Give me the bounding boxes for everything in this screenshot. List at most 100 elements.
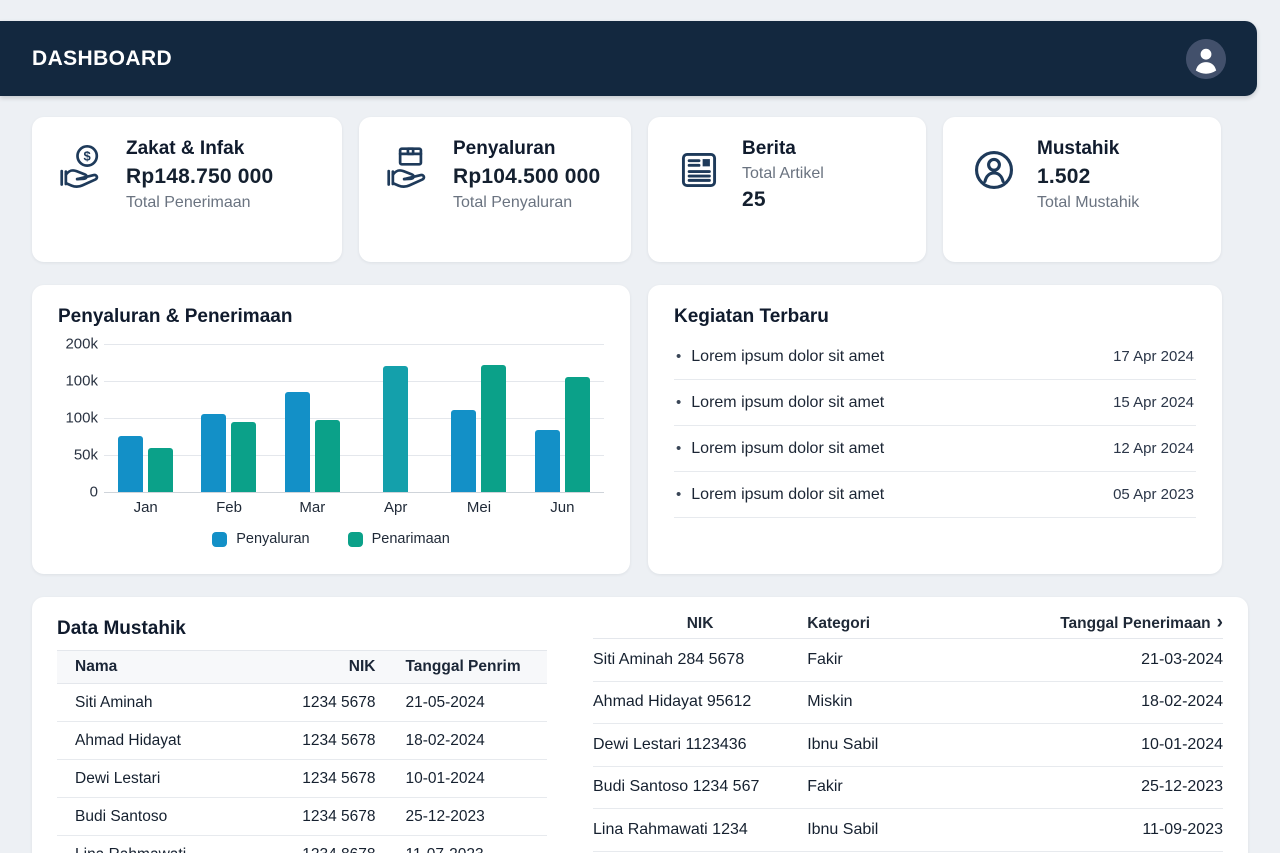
activity-text: Lorem ipsum dolor sit amet bbox=[691, 485, 885, 503]
data-mustahik-section: Data Mustahik Nama NIK Tanggal Penrim Siti … bbox=[57, 609, 547, 853]
stats-row: $ Zakat & Infak Rp148.750 000 Total Pene… bbox=[32, 117, 1248, 262]
stat-title: Berita bbox=[742, 138, 796, 159]
y-tick-label: 100k bbox=[65, 372, 98, 390]
sort-tanggal-penerimaan[interactable]: Tanggal Penerimaan › bbox=[1002, 612, 1223, 633]
bar-penarimaan-apr bbox=[383, 366, 409, 492]
bar-penyaluran-jun bbox=[534, 429, 560, 492]
table-row: Budi Santoso 1234 5678 25-12-2023 bbox=[57, 798, 547, 836]
penerimaan-table: NIK Kategori Tanggal Penerimaan › Siti Amina… bbox=[593, 609, 1223, 852]
activity-date: 15 Apr 2024 bbox=[1113, 394, 1194, 411]
table-cell: Budi Santoso bbox=[75, 807, 168, 825]
table-cell: Budi Santoso 1234 567 bbox=[593, 778, 760, 796]
bar-penarimaan-jun bbox=[564, 377, 590, 492]
table-row: Ahmad Hidayat 1234 5678 18-02-2024 bbox=[57, 722, 547, 760]
table-cell: 21-05-2024 bbox=[405, 693, 485, 711]
bar-group-jan bbox=[104, 344, 187, 492]
chart-legend: Penyaluran Penarimaan bbox=[58, 531, 604, 547]
table-row: Siti Aminah 1234 5678 21-05-2024 bbox=[57, 684, 547, 722]
bar-penarimaan-feb bbox=[231, 421, 257, 492]
table-cell: 1234 8678 bbox=[268, 846, 375, 853]
page-title: DASHBOARD bbox=[32, 46, 173, 70]
stat-value: 1.502 bbox=[1037, 165, 1091, 188]
table-cell: 11-09-2023 bbox=[1142, 820, 1223, 838]
table-cell: 21-03-2024 bbox=[1141, 650, 1223, 668]
y-tick-label: 0 bbox=[89, 483, 98, 501]
stat-card-mustahik: Mustahik 1.502 Total Mustahik bbox=[943, 117, 1221, 262]
table-cell: Ibnu Sabil bbox=[807, 735, 879, 753]
stat-subtitle: Total Mustahik bbox=[1037, 194, 1140, 211]
table-cell: 10-01-2024 bbox=[405, 769, 485, 787]
legend-label: Penarimaan bbox=[371, 531, 450, 547]
stat-title: Mustahik bbox=[1037, 138, 1120, 159]
bar-penyaluran-mar bbox=[284, 392, 310, 492]
stat-value: Rp148.750 000 bbox=[126, 165, 274, 188]
column-header-nik: NIK bbox=[686, 614, 714, 632]
activity-text: Lorem ipsum dolor sit amet bbox=[691, 347, 885, 365]
table-cell: Lina Rahmawati 1234 bbox=[593, 820, 748, 838]
x-tick-label: Apr bbox=[383, 499, 408, 516]
activity-text: Lorem ipsum dolor sit amet bbox=[691, 393, 885, 411]
stat-value: Rp104.500 000 bbox=[453, 165, 601, 188]
table-cell: 1234 5678 bbox=[302, 807, 376, 825]
y-tick-label: 50k bbox=[73, 446, 98, 464]
table-cell: Ibnu Sabil bbox=[807, 820, 879, 838]
table-header-row: Nama NIK Tanggal Penrim bbox=[57, 650, 547, 684]
avatar-button[interactable] bbox=[1186, 38, 1226, 79]
bar-group-jun bbox=[521, 344, 604, 492]
activity-row: • Lorem ipsum dolor sit amet 15 Apr 2024 bbox=[674, 380, 1196, 426]
table-cell: Ahmad Hidayat bbox=[75, 731, 181, 749]
table-cell: 1234 5678 bbox=[302, 769, 376, 787]
legend-item-penarimaan[interactable]: Penarimaan bbox=[347, 531, 450, 547]
sort-label: Tanggal Penerimaan bbox=[1060, 614, 1211, 632]
activity-row: • Lorem ipsum dolor sit amet 17 Apr 2024 bbox=[674, 334, 1196, 380]
x-tick-label: Feb bbox=[216, 499, 242, 516]
stat-subtitle: Total Artikel bbox=[742, 165, 824, 182]
table-cell: 25-12-2023 bbox=[405, 807, 485, 825]
x-tick-label: Mei bbox=[466, 499, 492, 516]
table-cell: Dewi Lestari bbox=[75, 769, 161, 787]
chart-y-axis: 200k 100k 100k 50k 0 bbox=[58, 336, 104, 501]
table-row: Budi Santoso 1234 567 Fakir 25-12-2023 bbox=[593, 767, 1223, 809]
table-row: Dewi Lestari 1123436 Ibnu Sabil 10-01-2024 bbox=[593, 724, 1223, 767]
column-header-kategori: Kategori bbox=[807, 614, 871, 632]
bullet-icon: • bbox=[676, 394, 682, 411]
y-tick-label: 100k bbox=[65, 409, 98, 427]
activity-date: 12 Apr 2024 bbox=[1113, 440, 1194, 457]
activity-date: 17 Apr 2024 bbox=[1113, 348, 1194, 365]
bar-penarimaan-mei bbox=[481, 364, 507, 492]
stat-card-berita: Berita Total Artikel 25 bbox=[648, 117, 926, 262]
table-cell: Ahmad Hidayat 95612 bbox=[593, 693, 752, 711]
activities-title: Kegiatan Terbaru bbox=[674, 306, 829, 327]
chart-plot-area bbox=[104, 344, 604, 493]
bar-penarimaan-mar bbox=[314, 420, 340, 492]
table-cell: 25-12-2023 bbox=[1141, 778, 1223, 796]
table-cell: Fakir bbox=[807, 650, 843, 668]
activity-text: Lorem ipsum dolor sit amet bbox=[691, 439, 885, 457]
legend-swatch bbox=[212, 531, 228, 547]
legend-swatch bbox=[347, 531, 363, 547]
table-header-row: NIK Kategori Tanggal Penerimaan › bbox=[593, 609, 1223, 639]
table-cell: Siti Aminah bbox=[75, 693, 153, 711]
x-tick-label: Jun bbox=[550, 499, 575, 516]
hand-box-icon bbox=[383, 141, 437, 199]
table-cell: 1234 5678 bbox=[302, 731, 376, 749]
table-cell: 11-07-2023 bbox=[375, 846, 547, 853]
hand-coin-icon: $ bbox=[56, 141, 110, 199]
table-cell: 18-02-2024 bbox=[1141, 693, 1223, 711]
table-row: Lina Rahmawati 1234 Ibnu Sabil 11-09-2023 bbox=[593, 809, 1223, 852]
x-tick-label: Jan bbox=[133, 499, 158, 516]
activity-row: • Lorem ipsum dolor sit amet 05 Apr 2023 bbox=[674, 472, 1196, 518]
grid-line bbox=[104, 381, 604, 382]
table-cell: Dewi Lestari 1123436 bbox=[593, 735, 747, 753]
mustahik-table: Nama NIK Tanggal Penrim Siti Aminah 1234 567… bbox=[57, 650, 547, 853]
legend-label: Penyaluran bbox=[236, 531, 310, 547]
grid-line bbox=[104, 344, 604, 345]
activities-list: • Lorem ipsum dolor sit amet 17 Apr 2024 • L… bbox=[674, 334, 1196, 518]
table-cell: Siti Aminah 284 5678 bbox=[593, 650, 745, 668]
table-cell: 1234 5678 bbox=[302, 693, 376, 711]
legend-item-penyaluran[interactable]: Penyaluran bbox=[212, 531, 310, 547]
grid-line bbox=[104, 455, 604, 456]
grid-line bbox=[104, 418, 604, 419]
chevron-right-icon: › bbox=[1216, 612, 1223, 633]
